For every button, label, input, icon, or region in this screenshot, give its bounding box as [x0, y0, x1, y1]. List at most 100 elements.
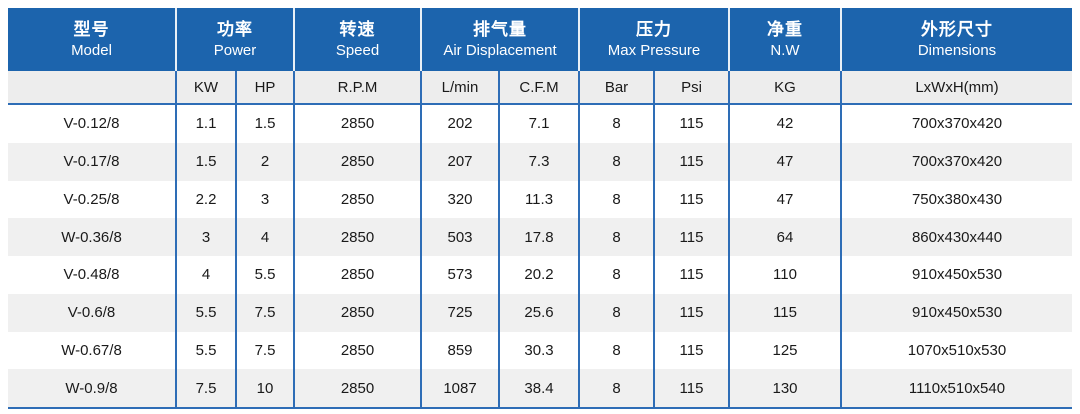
table-row: V-0.25/8 2.2 3 2850 320 11.3 8 115 47 750x380x430 — [8, 180, 1072, 219]
cell-pressure-psi: 115 — [653, 369, 728, 407]
cell-pressure-bar: 8 — [578, 331, 653, 370]
compressor-spec-table: 型号 Model 功率 Power 转速 Speed 排气量 Air Displ… — [8, 8, 1072, 409]
header-air-displacement-en: Air Displacement — [443, 41, 557, 59]
table-subheader: KW HP R.P.M L/min C.F.M Bar Psi KG LxWxH… — [8, 71, 1072, 105]
cell-displacement-cfm: 7.1 — [498, 105, 578, 143]
cell-power-hp: 4 — [235, 218, 293, 256]
subheader-kw: KW — [175, 71, 235, 103]
cell-speed-rpm: 2850 — [293, 105, 420, 143]
subheader-cfm: C.F.M — [498, 71, 578, 103]
cell-model: W-0.9/8 — [65, 379, 118, 397]
cell-net-weight-kg: 125 — [728, 331, 840, 370]
cell-power-kw: 5.5 — [175, 293, 235, 332]
cell-model: V-0.12/8 — [63, 115, 120, 133]
subheader-psi: Psi — [653, 71, 728, 103]
table-row: W-0.36/8 3 4 2850 503 17.8 8 115 64 860x430x440 — [8, 218, 1072, 256]
cell-power-kw: 7.5 — [175, 369, 235, 407]
subheader-hp: HP — [235, 71, 293, 103]
cell-net-weight-kg: 47 — [728, 180, 840, 219]
header-group-net-weight: 净重 N.W — [728, 8, 840, 71]
cell-pressure-psi: 115 — [653, 218, 728, 256]
cell-power-hp: 10 — [235, 369, 293, 407]
header-model-en: Model — [71, 41, 112, 59]
cell-pressure-psi: 115 — [653, 180, 728, 219]
cell-power-hp: 7.5 — [235, 293, 293, 332]
header-max-pressure-zh: 压力 — [636, 19, 672, 39]
cell-dimensions: 910x450x530 — [840, 293, 1072, 332]
table-row: V-0.6/8 5.5 7.5 2850 725 25.6 8 115 115 910x450x5… — [8, 293, 1072, 332]
cell-model: V-0.48/8 — [63, 266, 120, 284]
cell-dimensions: 910x450x530 — [840, 256, 1072, 294]
subheader-rpm: R.P.M — [293, 71, 420, 103]
header-group-model: 型号 Model — [8, 8, 175, 71]
header-dimensions-en: Dimensions — [917, 41, 997, 59]
header-dimensions-zh: 外形尺寸 — [921, 19, 993, 39]
cell-power-kw: 1.5 — [175, 142, 235, 181]
cell-model: V-0.25/8 — [63, 190, 120, 208]
cell-displacement-cfm: 17.8 — [498, 218, 578, 256]
cell-power-hp: 2 — [235, 142, 293, 181]
table-row: V-0.12/8 1.1 1.5 2850 202 7.1 8 115 42 700x370x42… — [8, 105, 1072, 143]
cell-pressure-psi: 115 — [653, 105, 728, 143]
cell-displacement-lmin: 859 — [420, 331, 498, 370]
table-row: V-0.48/8 4 5.5 2850 573 20.2 8 115 110 910x450x53… — [8, 256, 1072, 294]
cell-pressure-psi: 115 — [653, 256, 728, 294]
table-row: W-0.9/8 7.5 10 2850 1087 38.4 8 115 130 1110x510x… — [8, 369, 1072, 407]
table-row: W-0.67/8 5.5 7.5 2850 859 30.3 8 115 125 1070x510… — [8, 331, 1072, 370]
cell-displacement-lmin: 202 — [420, 105, 498, 143]
cell-speed-rpm: 2850 — [293, 331, 420, 370]
cell-power-kw: 2.2 — [175, 180, 235, 219]
subheader-lxwxh: LxWxH(mm) — [840, 71, 1072, 103]
header-model-zh: 型号 — [73, 19, 110, 39]
cell-pressure-bar: 8 — [578, 142, 653, 181]
cell-pressure-bar: 8 — [578, 293, 653, 332]
cell-displacement-cfm: 7.3 — [498, 142, 578, 181]
cell-displacement-cfm: 38.4 — [498, 369, 578, 407]
cell-displacement-lmin: 503 — [420, 218, 498, 256]
cell-power-kw: 3 — [175, 218, 235, 256]
cell-model: W-0.67/8 — [61, 341, 122, 359]
subheader-kg: KG — [728, 71, 840, 103]
cell-pressure-bar: 8 — [578, 180, 653, 219]
header-group-power: 功率 Power — [175, 8, 293, 71]
header-air-displacement-zh: 排气量 — [473, 19, 527, 39]
cell-power-kw: 1.1 — [175, 105, 235, 143]
cell-power-kw: 4 — [175, 256, 235, 294]
cell-displacement-lmin: 1087 — [420, 369, 498, 407]
cell-displacement-lmin: 573 — [420, 256, 498, 294]
header-net-weight-en: N.W — [770, 41, 800, 59]
table-body: V-0.12/8 1.1 1.5 2850 202 7.1 8 115 42 700x370x42… — [8, 105, 1072, 409]
header-speed-zh: 转速 — [339, 19, 376, 39]
cell-power-hp: 5.5 — [235, 256, 293, 294]
cell-net-weight-kg: 130 — [728, 369, 840, 407]
cell-speed-rpm: 2850 — [293, 369, 420, 407]
cell-pressure-bar: 8 — [578, 105, 653, 143]
header-group-speed: 转速 Speed — [293, 8, 420, 71]
cell-pressure-bar: 8 — [578, 218, 653, 256]
cell-model: V-0.6/8 — [67, 304, 116, 322]
cell-speed-rpm: 2850 — [293, 180, 420, 219]
cell-net-weight-kg: 110 — [728, 256, 840, 294]
cell-dimensions: 750x380x430 — [840, 180, 1072, 219]
cell-pressure-psi: 115 — [653, 293, 728, 332]
cell-pressure-psi: 115 — [653, 331, 728, 370]
cell-net-weight-kg: 42 — [728, 105, 840, 143]
cell-dimensions: 700x370x420 — [840, 142, 1072, 181]
cell-displacement-cfm: 25.6 — [498, 293, 578, 332]
subheader-bar: Bar — [578, 71, 653, 103]
cell-power-hp: 7.5 — [235, 331, 293, 370]
cell-speed-rpm: 2850 — [293, 218, 420, 256]
cell-displacement-cfm: 20.2 — [498, 256, 578, 294]
header-group-air-displacement: 排气量 Air Displacement — [420, 8, 578, 71]
subheader-lmin: L/min — [420, 71, 498, 103]
cell-displacement-cfm: 30.3 — [498, 331, 578, 370]
cell-pressure-psi: 115 — [653, 142, 728, 181]
cell-net-weight-kg: 64 — [728, 218, 840, 256]
cell-displacement-lmin: 207 — [420, 142, 498, 181]
cell-dimensions: 1110x510x540 — [840, 369, 1072, 407]
cell-pressure-bar: 8 — [578, 256, 653, 294]
header-group-max-pressure: 压力 Max Pressure — [578, 8, 728, 71]
cell-displacement-lmin: 320 — [420, 180, 498, 219]
cell-dimensions: 700x370x420 — [840, 105, 1072, 143]
header-power-en: Power — [213, 41, 257, 59]
